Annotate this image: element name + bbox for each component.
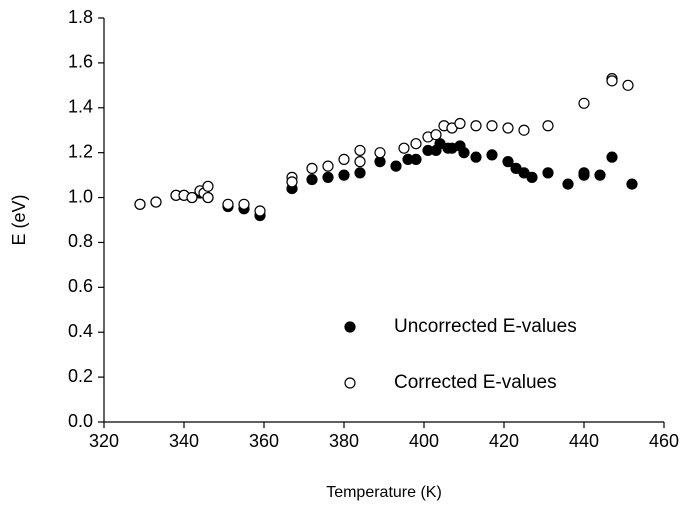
data-point — [454, 117, 466, 130]
y-tick-label: 1.2 — [68, 141, 93, 161]
legend-marker — [344, 321, 356, 333]
legend-label: Corrected E-values — [394, 372, 557, 393]
y-tick-label: 0.4 — [68, 321, 93, 341]
legend-label: Uncorrected E-values — [394, 316, 577, 337]
data-point — [338, 153, 350, 165]
data-point — [562, 178, 574, 190]
data-point — [622, 79, 634, 91]
data-point — [518, 124, 530, 136]
data-point — [338, 169, 350, 181]
data-point — [470, 151, 482, 163]
x-tick-label: 420 — [489, 431, 519, 451]
data-point — [238, 198, 250, 210]
x-tick-label: 440 — [569, 431, 599, 451]
data-point — [306, 162, 318, 174]
x-tick-label: 400 — [409, 431, 439, 451]
x-tick-label: 360 — [249, 431, 279, 451]
data-point — [222, 198, 234, 210]
x-axis-title: Temperature (K) — [326, 484, 442, 501]
data-point — [306, 174, 318, 186]
data-point — [410, 138, 422, 150]
legend-marker — [344, 377, 356, 389]
data-point — [470, 120, 482, 132]
data-point — [542, 167, 554, 179]
data-point — [606, 151, 618, 163]
y-tick-label: 1.0 — [68, 186, 93, 206]
data-point — [606, 75, 618, 87]
data-point — [398, 142, 410, 154]
data-point — [354, 144, 366, 157]
y-axis-title: E (eV) — [9, 194, 29, 245]
data-point — [578, 167, 590, 179]
data-point — [322, 171, 334, 183]
data-point — [578, 97, 590, 109]
data-point — [502, 122, 514, 134]
data-point — [458, 147, 470, 159]
data-point — [202, 180, 214, 192]
y-tick-label: 1.6 — [68, 52, 93, 72]
x-tick-label: 340 — [169, 431, 199, 451]
x-tick-label: 320 — [89, 431, 119, 451]
y-tick-label: 1.8 — [68, 7, 93, 27]
x-tick-label: 380 — [329, 431, 359, 451]
data-point — [390, 160, 402, 172]
data-point — [354, 156, 366, 168]
data-point — [354, 167, 366, 179]
y-tick-label: 0.6 — [68, 276, 93, 296]
data-point — [150, 196, 162, 208]
data-point — [186, 191, 198, 204]
data-point — [254, 205, 266, 217]
y-tick-label: 0.2 — [68, 366, 93, 386]
data-point — [286, 176, 298, 188]
y-tick-label: 0.8 — [68, 231, 93, 251]
data-point — [322, 160, 334, 172]
data-point — [202, 191, 214, 204]
data-point — [486, 120, 498, 132]
y-tick-label: 1.4 — [68, 97, 93, 117]
data-point — [374, 147, 386, 159]
data-point — [430, 129, 442, 141]
data-point — [526, 171, 538, 183]
data-point — [542, 120, 554, 132]
data-point — [594, 169, 606, 181]
data-point — [486, 149, 498, 161]
data-point — [626, 178, 638, 190]
x-tick-label: 460 — [649, 431, 679, 451]
data-point — [502, 156, 514, 168]
data-point — [134, 198, 146, 210]
y-tick-label: 0.0 — [68, 411, 93, 431]
data-point — [410, 153, 422, 165]
